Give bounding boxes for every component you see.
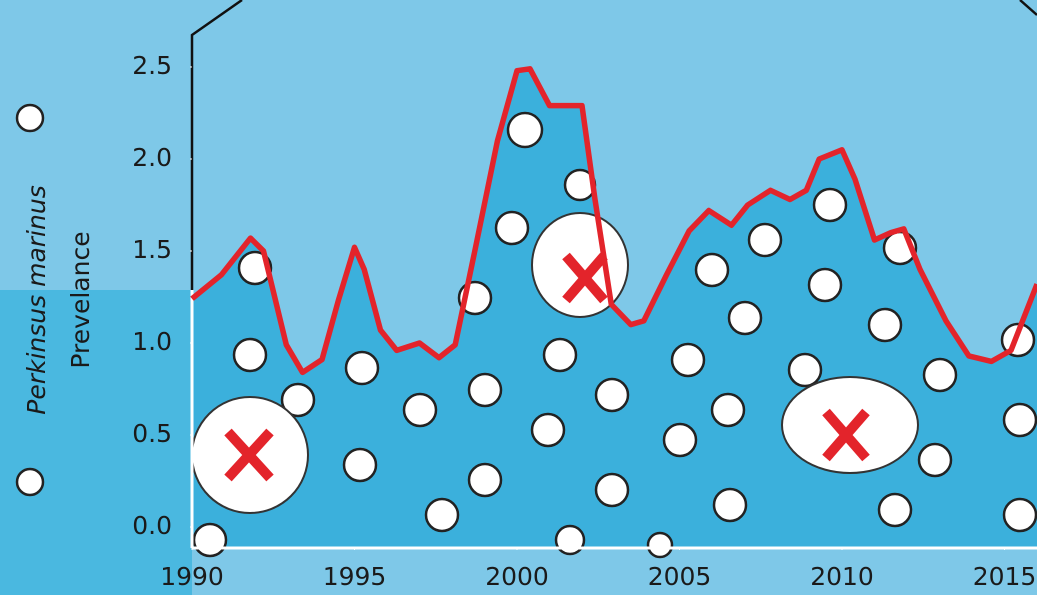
- y-axis-title: Perkinsus marinus Prevelance: [15, 103, 95, 497]
- y-tick-label: 2.0: [132, 143, 172, 172]
- frame: [190, 0, 1037, 290]
- decoration: [192, 111, 1037, 559]
- x-tick-label: 1995: [323, 562, 387, 591]
- y-tick-label: 1.0: [132, 327, 172, 356]
- x-tick-label: 2010: [810, 562, 874, 591]
- x-tick-label: 1990: [160, 562, 224, 591]
- x-tick-label: 2000: [485, 562, 549, 591]
- y-axis-label: Prevelance: [66, 231, 95, 368]
- background-panel: [0, 290, 192, 595]
- axis-line: [190, 290, 1037, 550]
- species-label: Perkinsus marinus: [22, 185, 51, 414]
- x-tick-label: 2005: [648, 562, 712, 591]
- line: [190, 66, 1037, 376]
- x-tick-label: 2015: [973, 562, 1037, 591]
- y-tick-label: 1.5: [132, 235, 172, 264]
- y-tick-label: 0.5: [132, 419, 172, 448]
- y-tick-label: 0.0: [132, 511, 172, 540]
- y-tick-label: 2.5: [132, 51, 172, 80]
